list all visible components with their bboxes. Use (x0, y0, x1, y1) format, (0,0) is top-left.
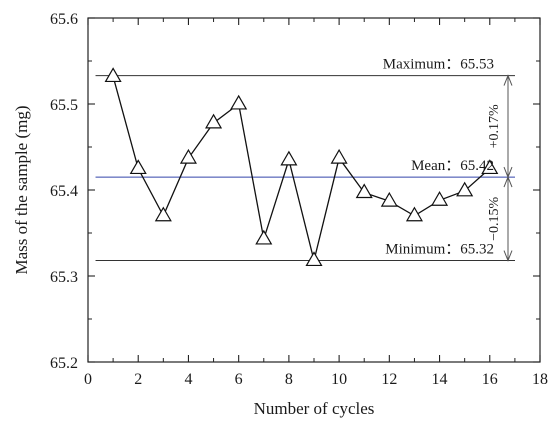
data-point-triangle (179, 148, 197, 164)
x-tick-label: 18 (532, 371, 548, 388)
x-tick-label: 0 (84, 371, 92, 388)
data-point-triangle (280, 150, 298, 166)
data-point-triangle (355, 183, 373, 199)
data-point-triangle (255, 229, 273, 245)
minimum-label: Minimum：65.32 (385, 242, 494, 258)
data-point-triangle (380, 191, 398, 207)
data-point-triangle (104, 67, 122, 83)
x-tick-label: 8 (285, 371, 293, 388)
y-tick-label: 65.2 (50, 355, 78, 372)
data-point-triangle (405, 206, 423, 222)
series-line (112, 76, 491, 261)
data-point-triangle (456, 181, 474, 197)
data-point-triangle (129, 159, 147, 175)
y-tick-label: 65.5 (50, 97, 78, 114)
maximum-label: Maximum：65.53 (383, 57, 494, 73)
x-tick-label: 12 (381, 371, 397, 388)
y-axis-title: Mass of the sample (mg) (12, 105, 31, 274)
y-tick-label: 65.3 (50, 269, 78, 286)
data-point-triangle (305, 251, 323, 267)
x-tick-label: 4 (184, 371, 192, 388)
lower-deviation-label: −0.15% (487, 196, 502, 240)
data-point-triangle (230, 94, 248, 110)
x-tick-label: 16 (482, 371, 498, 388)
x-tick-label: 6 (235, 371, 243, 388)
mean-label: Mean：65.42 (411, 158, 494, 174)
data-point-triangle (154, 206, 172, 222)
data-point-triangle (481, 159, 499, 175)
y-tick-label: 65.6 (50, 11, 78, 28)
x-tick-label: 14 (432, 371, 448, 388)
y-tick-label: 65.4 (50, 183, 78, 200)
upper-deviation-label: +0.17% (487, 104, 502, 148)
x-tick-label: 2 (134, 371, 142, 388)
data-point-triangle (205, 113, 223, 129)
lower-arrow-head-top (503, 175, 513, 188)
upper-arrow-head-top (503, 74, 513, 86)
x-tick-label: 10 (331, 371, 347, 388)
x-axis-title: Number of cycles (254, 399, 375, 418)
lower-arrow-head-bottom (503, 250, 513, 262)
data-point-triangle (330, 148, 348, 164)
data-point-triangle (431, 191, 449, 206)
